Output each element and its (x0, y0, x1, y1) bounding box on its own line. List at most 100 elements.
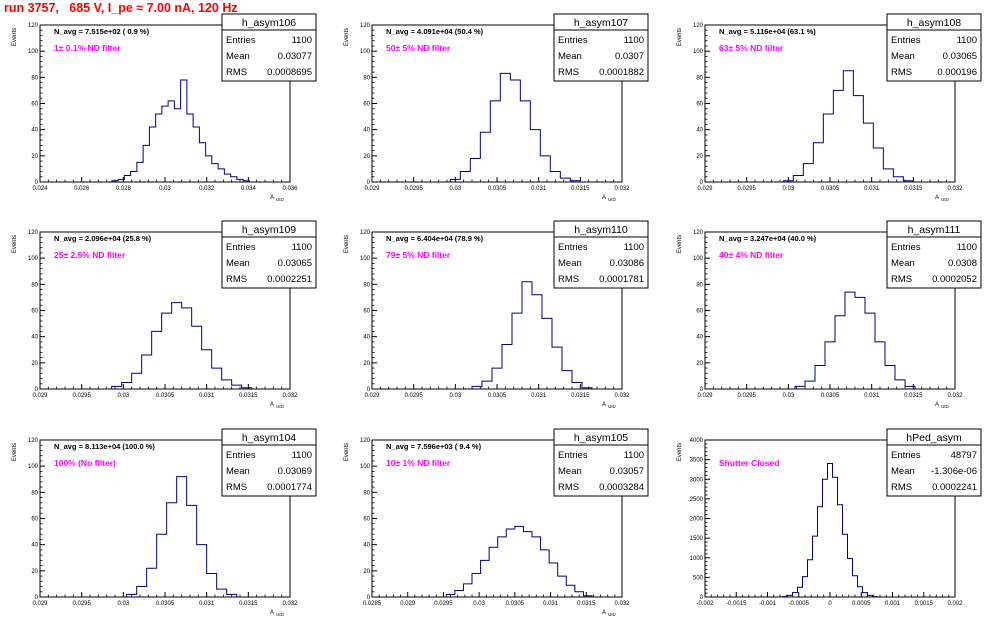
navg-label: N_avg = 2.096e+04 (25.8 %) (54, 234, 152, 243)
histogram-series (445, 525, 593, 597)
navg-label: N_avg = 7.515e+02 ( 0.9 %) (54, 27, 150, 36)
stats-box (886, 13, 982, 82)
y-tick-label: 120 (28, 438, 39, 444)
histogram-pad: -0.002 -0.0015 -0.001 -0.0005 0 0.0005 0.001 0.… (677, 428, 982, 607)
y-tick-label: 80 (31, 490, 38, 496)
stats-row-label: Entries (226, 242, 256, 253)
x-tick-label: 0.029 (400, 601, 416, 607)
y-tick-label: 80 (696, 282, 703, 288)
x-tick-label: -0.0005 (789, 601, 810, 607)
y-tick-label: 20 (363, 361, 370, 367)
stats-row-label: Mean (226, 466, 250, 477)
y-tick-label: 2500 (690, 497, 704, 503)
x-tick-label: 0.031 (531, 186, 547, 192)
histogram-series (111, 79, 250, 182)
stats-row-label: RMS (891, 482, 912, 493)
stats-row-value: 0.0002241 (932, 482, 977, 493)
stats-row-label: Mean (558, 466, 582, 477)
x-tick-label: 0.032 (199, 186, 215, 192)
y-tick-label: 60 (363, 517, 370, 523)
y-tick-label: 40 (31, 335, 38, 341)
x-tick-label: 0.0295 (434, 601, 453, 607)
y-tick-label: 100 (28, 464, 39, 470)
histogram-series (794, 291, 916, 389)
x-tick-label: 0.0285 (363, 601, 382, 607)
stats-box (553, 13, 649, 82)
x-tick-label: 0.0315 (239, 393, 258, 399)
navg-label: N_avg = 4.091e+04 (50.4 %) (386, 27, 484, 36)
stats-row-value: 0.0008695 (267, 67, 312, 78)
stats-row-value: 0.03069 (278, 466, 312, 477)
y-tick-label: 60 (696, 309, 703, 315)
stats-row-label: RMS (226, 482, 247, 493)
y-tick-label: 40 (31, 543, 38, 549)
x-axis-label: A UID (270, 195, 285, 202)
filter-label: 10± 1% ND filter (386, 458, 451, 468)
y-tick-label: 100 (693, 256, 704, 262)
y-tick-label: 100 (360, 256, 371, 262)
x-tick-label: 0.026 (74, 186, 90, 192)
x-tick-label: 0.03 (782, 393, 794, 399)
y-tick-label: 100 (360, 49, 371, 55)
y-axis-label: Events (12, 443, 18, 461)
y-tick-label: 120 (360, 23, 371, 29)
x-tick-label: 0.032 (947, 393, 963, 399)
stats-row-label: RMS (558, 482, 579, 493)
stats-row-label: Entries (558, 35, 588, 46)
stats-row-label: Mean (226, 51, 250, 62)
y-tick-label: 0 (35, 180, 39, 186)
y-tick-label: 120 (28, 230, 39, 236)
stats-row-value: 0.0002251 (267, 274, 312, 285)
y-tick-label: 120 (360, 438, 371, 444)
stats-row-value: 0.0001774 (267, 482, 312, 493)
histogram-pad: 0.029 0.0295 0.03 0.0305 0.031 0.0315 0.032 0 20… (12, 428, 317, 617)
stats-row-value: 1100 (292, 242, 312, 253)
y-tick-label: 0 (700, 180, 704, 186)
y-tick-label: 120 (28, 23, 39, 29)
y-tick-label: 4000 (690, 438, 704, 444)
x-tick-label: 0.032 (282, 393, 298, 399)
x-tick-label: 0.0305 (488, 186, 507, 192)
x-tick-label: -0.0015 (726, 601, 747, 607)
y-tick-label: 20 (696, 361, 703, 367)
x-tick-label: 0.03 (159, 186, 171, 192)
y-tick-label: 80 (363, 282, 370, 288)
x-tick-label: 0.029 (697, 393, 713, 399)
y-tick-label: 80 (696, 75, 703, 81)
y-tick-label: 20 (31, 569, 38, 575)
navg-label: N_avg = 3.247e+04 (40.0 %) (719, 234, 817, 243)
x-tick-label: 0.034 (241, 186, 257, 192)
histogram-pad: 0.029 0.0295 0.03 0.0305 0.031 0.0315 0.032 0 20… (12, 220, 317, 409)
y-tick-label: 500 (693, 575, 704, 581)
x-tick-label: 0.0315 (904, 393, 923, 399)
y-tick-label: 60 (696, 102, 703, 108)
x-tick-label: 0.0315 (571, 393, 590, 399)
y-tick-label: 0 (35, 387, 39, 393)
y-tick-label: 80 (31, 282, 38, 288)
y-tick-label: 20 (31, 361, 38, 367)
stats-row-value: 0.0001781 (599, 274, 644, 285)
stats-row-label: RMS (226, 274, 247, 285)
y-tick-label: 0 (367, 387, 371, 393)
stats-row-value: -1.306e-06 (931, 466, 977, 477)
y-tick-label: 120 (360, 230, 371, 236)
x-tick-label: 0.032 (614, 393, 630, 399)
stats-box (221, 220, 317, 289)
stats-title: h_asym106 (242, 17, 296, 29)
x-tick-label: 0.002 (947, 601, 963, 607)
stats-row-value: 0.0307 (615, 51, 644, 62)
stats-row-value: 1100 (957, 242, 977, 253)
filter-label: 79± 5% ND filter (386, 250, 451, 260)
x-tick-label: 0.03 (117, 601, 129, 607)
filter-label: 1± 0.1% ND filter (54, 43, 121, 53)
x-tick-label: 0.03 (782, 186, 794, 192)
histogram-series (111, 302, 253, 389)
x-tick-label: 0.03 (449, 393, 461, 399)
y-axis-label: Events (12, 28, 18, 46)
stats-row-label: Mean (226, 258, 250, 269)
stats-box (553, 220, 649, 289)
y-tick-label: 0 (700, 387, 704, 393)
stats-row-value: 1100 (624, 35, 644, 46)
y-tick-label: 40 (696, 128, 703, 134)
x-tick-label: -0.001 (759, 601, 777, 607)
